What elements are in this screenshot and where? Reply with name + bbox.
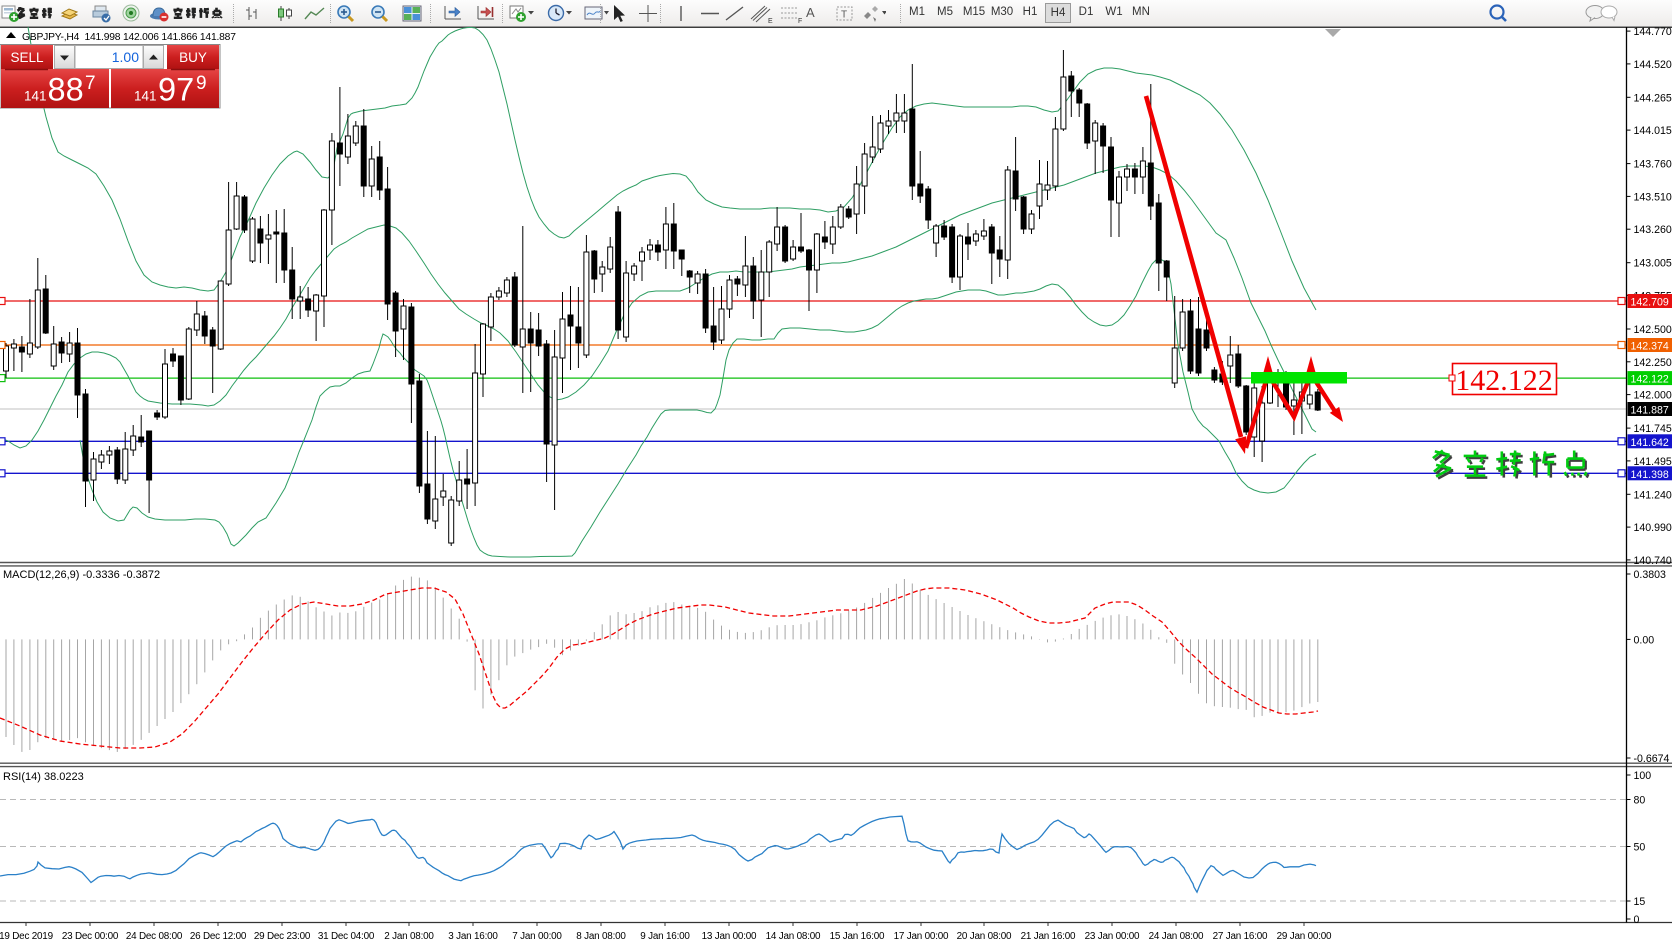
svg-text:29 Jan 00:00: 29 Jan 00:00 [1277, 931, 1332, 942]
svg-text:29 Dec 23:00: 29 Dec 23:00 [254, 931, 311, 942]
svg-text:23 Dec 00:00: 23 Dec 00:00 [62, 931, 119, 942]
svg-text:0.3803: 0.3803 [1634, 569, 1667, 581]
svg-text:142.122: 142.122 [1455, 364, 1553, 397]
svg-text:15 Jan 16:00: 15 Jan 16:00 [830, 931, 885, 942]
svg-text:GBPJPY-,H4 141.998 142.006 14: GBPJPY-,H4 141.998 142.006 141.866 141.8… [22, 32, 236, 43]
svg-text:MACD(12,26,9) -0.3336 -0.3872: MACD(12,26,9) -0.3336 -0.3872 [3, 569, 160, 581]
svg-text:142.000: 142.000 [1634, 390, 1672, 402]
svg-text:3 Jan 16:00: 3 Jan 16:00 [448, 931, 498, 942]
svg-text:143.510: 143.510 [1634, 191, 1672, 203]
svg-text:24 Jan 08:00: 24 Jan 08:00 [1149, 931, 1204, 942]
svg-text:2 Jan 08:00: 2 Jan 08:00 [384, 931, 434, 942]
svg-text:F: F [798, 18, 802, 24]
svg-text:88: 88 [48, 72, 84, 108]
svg-text:26 Dec 12:00: 26 Dec 12:00 [190, 931, 247, 942]
svg-text:15: 15 [1634, 896, 1646, 908]
svg-text:20 Jan 08:00: 20 Jan 08:00 [957, 931, 1012, 942]
svg-text:0: 0 [1634, 914, 1640, 926]
svg-text:31 Dec 04:00: 31 Dec 04:00 [318, 931, 375, 942]
svg-text:142.709: 142.709 [1631, 297, 1669, 309]
svg-text:SELL: SELL [10, 50, 44, 65]
svg-text:141.642: 141.642 [1631, 437, 1669, 449]
svg-text:E: E [768, 18, 773, 24]
svg-text:140.990: 140.990 [1634, 522, 1672, 534]
svg-text:144.265: 144.265 [1634, 92, 1672, 104]
svg-text:-0.6674: -0.6674 [1634, 753, 1670, 765]
svg-text:141.745: 141.745 [1634, 423, 1672, 435]
svg-text:141.240: 141.240 [1634, 489, 1672, 501]
svg-text:143.260: 143.260 [1634, 224, 1672, 236]
svg-text:21 Jan 16:00: 21 Jan 16:00 [1021, 931, 1076, 942]
svg-text:143.005: 143.005 [1634, 258, 1672, 270]
svg-text:140.740: 140.740 [1634, 555, 1672, 567]
svg-text:144.520: 144.520 [1634, 59, 1672, 71]
svg-text:T: T [841, 10, 847, 21]
svg-text:141.398: 141.398 [1631, 469, 1669, 481]
svg-text:BUY: BUY [179, 50, 207, 65]
svg-text:142.374: 142.374 [1631, 341, 1669, 353]
svg-text:9 Jan 16:00: 9 Jan 16:00 [640, 931, 690, 942]
svg-text:7 Jan 00:00: 7 Jan 00:00 [512, 931, 562, 942]
svg-text:RSI(14) 38.0223: RSI(14) 38.0223 [3, 771, 84, 783]
svg-text:144.015: 144.015 [1634, 125, 1672, 137]
svg-text:80: 80 [1634, 795, 1646, 807]
svg-text:142.122: 142.122 [1631, 374, 1669, 386]
svg-text:9: 9 [196, 73, 207, 94]
svg-text:142.250: 142.250 [1634, 357, 1672, 369]
svg-text:97: 97 [158, 72, 194, 108]
svg-text:50: 50 [1634, 842, 1646, 854]
svg-text:8 Jan 08:00: 8 Jan 08:00 [576, 931, 626, 942]
svg-text:24 Dec 08:00: 24 Dec 08:00 [126, 931, 183, 942]
svg-text:141: 141 [24, 89, 47, 104]
svg-text:19 Dec 2019: 19 Dec 2019 [0, 931, 54, 942]
svg-text:141.887: 141.887 [1631, 405, 1669, 417]
svg-text:1.00: 1.00 [112, 49, 139, 65]
svg-text:27 Jan 16:00: 27 Jan 16:00 [1213, 931, 1268, 942]
svg-text:100: 100 [1634, 770, 1652, 782]
svg-text:144.770: 144.770 [1634, 27, 1672, 38]
svg-text:142.500: 142.500 [1634, 324, 1672, 336]
svg-text:141: 141 [134, 89, 157, 104]
svg-text:13 Jan 00:00: 13 Jan 00:00 [702, 931, 757, 942]
svg-text:7: 7 [85, 73, 96, 94]
svg-text:143.760: 143.760 [1634, 159, 1672, 171]
svg-text:23 Jan 00:00: 23 Jan 00:00 [1085, 931, 1140, 942]
svg-text:0.00: 0.00 [1634, 634, 1655, 646]
svg-text:141.495: 141.495 [1634, 456, 1672, 468]
svg-text:17 Jan 00:00: 17 Jan 00:00 [894, 931, 949, 942]
svg-text:14 Jan 08:00: 14 Jan 08:00 [766, 931, 821, 942]
